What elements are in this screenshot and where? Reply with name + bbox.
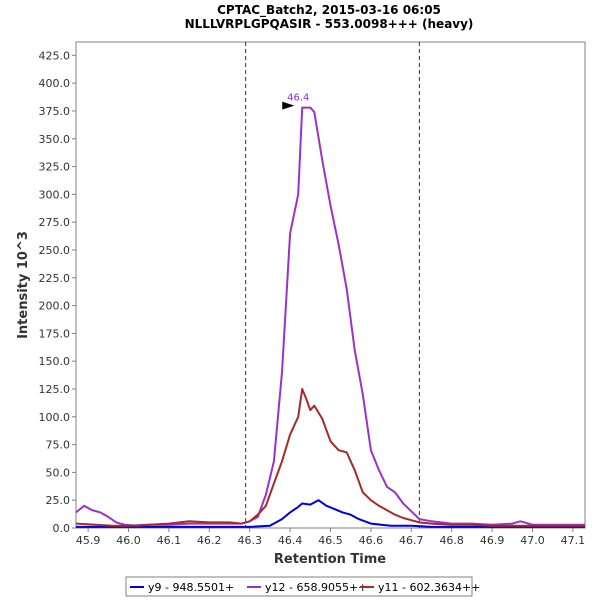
x-tick-label: 46.2 xyxy=(197,534,222,547)
y-tick-label: 75.0 xyxy=(46,439,71,452)
y-tick-label: 175.0 xyxy=(39,327,71,340)
y-tick-label: 375.0 xyxy=(39,105,71,118)
y-tick-label: 50.0 xyxy=(46,466,71,479)
legend-box xyxy=(125,576,473,597)
x-tick-label: 46.5 xyxy=(318,534,343,547)
y-tick-label: 275.0 xyxy=(39,216,71,229)
y-tick-label: 425.0 xyxy=(39,49,71,62)
y-tick-label: 200.0 xyxy=(39,300,71,313)
series-line-0 xyxy=(76,499,585,528)
plot-area xyxy=(75,41,586,529)
y-tick-label: 225.0 xyxy=(39,272,71,285)
x-tick-label: 46.6 xyxy=(359,534,384,547)
y-tick-label: 25.0 xyxy=(46,494,71,507)
legend: y9 - 948.5501+ y12 - 658.9055++ y11 - 602.… xyxy=(125,576,480,597)
peak-label: 46.4 xyxy=(287,93,309,104)
y-axis: 0.0 25.0 50.0 75.0 100.0 125.0 150.0 175.0 200.0… xyxy=(39,49,76,535)
x-tick-label: 46.9 xyxy=(480,534,505,547)
y-tick-label: 400.0 xyxy=(39,77,71,90)
series-line-2 xyxy=(75,388,585,527)
x-tick-label: 46.3 xyxy=(237,534,262,547)
chart-subtitle: NLLLVRPLGPQASIR - 553.0098+++ (heavy) xyxy=(185,17,474,31)
x-axis: 45.9 46.0 46.1 46.2 46.3 46.4 46.5 46.6 46.7 46.8… xyxy=(76,528,585,547)
x-tick-label: 46.1 xyxy=(157,534,182,547)
x-tick-label: 46.8 xyxy=(439,534,464,547)
x-tick-label: 46.4 xyxy=(278,534,303,547)
peak-marker-icon xyxy=(282,101,295,110)
x-tick-label: 46.0 xyxy=(116,534,141,547)
x-tick-label: 46.7 xyxy=(399,534,424,547)
y-tick-label: 0.0 xyxy=(53,522,71,535)
y-tick-label: 100.0 xyxy=(39,411,71,424)
y-tick-label: 325.0 xyxy=(39,161,71,174)
chart-title: CPTAC_Batch2, 2015-03-16 06:05 xyxy=(217,3,441,18)
legend-label: y12 - 658.9055++ xyxy=(265,581,367,594)
y-tick-label: 150.0 xyxy=(39,355,71,368)
y-tick-label: 125.0 xyxy=(39,383,71,396)
y-tick-label: 350.0 xyxy=(39,133,71,146)
series-lines xyxy=(75,106,585,528)
y-tick-label: 250.0 xyxy=(39,244,71,257)
x-axis-label: Retention Time xyxy=(274,552,386,567)
x-tick-label: 47.1 xyxy=(561,534,586,547)
y-tick-label: 300.0 xyxy=(39,188,71,201)
peak-annotation: 46.4 xyxy=(282,93,309,110)
legend-label: y11 - 602.3634++ xyxy=(378,581,480,594)
x-tick-label: 47.0 xyxy=(520,534,545,547)
y-axis-label: Intensity 10^3 xyxy=(16,231,31,339)
legend-label: y9 - 948.5501+ xyxy=(148,581,234,594)
x-tick-label: 45.9 xyxy=(76,534,101,547)
